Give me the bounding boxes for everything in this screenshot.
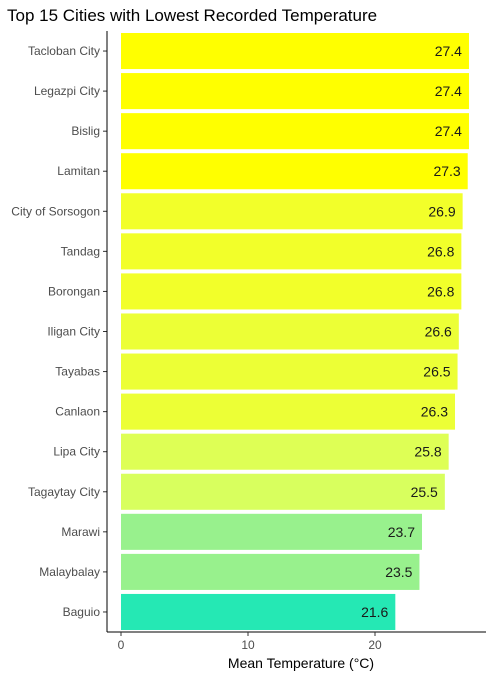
x-tick-label: 10 (241, 638, 255, 652)
y-tick-label: Tacloban City (28, 44, 100, 58)
bars-group (121, 33, 469, 630)
bar-value-label: 26.9 (428, 203, 455, 219)
bar (121, 233, 462, 270)
y-tick-label: Baguio (63, 605, 101, 619)
bar-value-label: 26.8 (427, 283, 454, 299)
bar-value-label: 26.3 (421, 404, 448, 420)
chart-title: Top 15 Cities with Lowest Recorded Tempe… (7, 6, 378, 25)
bar-value-label: 21.6 (361, 604, 388, 620)
y-tick-label: Borongan (48, 284, 100, 298)
y-tick-label: Canlaon (55, 405, 100, 419)
y-tick-label: Bislig (71, 124, 100, 138)
bar (121, 553, 420, 590)
bar-value-label: 26.8 (427, 243, 454, 259)
bar (121, 193, 463, 230)
x-axis: 0 10 20 (107, 631, 486, 652)
bar-value-label: 26.6 (425, 324, 452, 340)
bar (121, 473, 445, 510)
bar-value-label: 27.4 (435, 43, 462, 59)
data-labels-group: 27.4 27.4 27.4 27.3 26.9 26.8 26.8 26.6 26.5 26.3… (361, 43, 462, 620)
y-axis: Tacloban City Legazpi City Bislig Lamitan Ci… (11, 31, 108, 632)
bar (121, 273, 462, 310)
bar-value-label: 27.4 (435, 83, 462, 99)
y-tick-label: Malaybalay (39, 565, 100, 579)
bar-value-label: 25.8 (414, 444, 441, 460)
bar (121, 513, 422, 550)
bar (121, 73, 469, 110)
bar-value-label: 23.5 (385, 564, 412, 580)
y-tick-label: Marawi (61, 525, 100, 539)
x-tick-label: 0 (118, 638, 125, 652)
y-tick-label: Tandag (61, 244, 100, 258)
bar (121, 433, 449, 470)
y-tick-label: Lamitan (57, 164, 100, 178)
bar (121, 353, 458, 390)
bar (121, 113, 469, 150)
bar (121, 153, 468, 190)
bar-value-label: 26.5 (423, 364, 450, 380)
y-tick-label: Iligan City (47, 325, 100, 339)
x-tick-label: 20 (368, 638, 382, 652)
bar-value-label: 25.5 (411, 484, 438, 500)
y-tick-label: City of Sorsogon (11, 204, 100, 218)
y-tick-label: Tagaytay City (28, 485, 100, 499)
y-tick-label: Lipa City (53, 445, 100, 459)
bar-value-label: 23.7 (388, 524, 415, 540)
y-tick-label: Legazpi City (34, 84, 100, 98)
bar (121, 593, 396, 630)
bar (121, 33, 469, 70)
bar (121, 393, 456, 430)
x-axis-title: Mean Temperature (°C) (228, 655, 374, 671)
y-tick-label: Tayabas (55, 365, 100, 379)
bar-value-label: 27.4 (435, 123, 462, 139)
bar (121, 313, 459, 350)
bar-value-label: 27.3 (433, 163, 460, 179)
